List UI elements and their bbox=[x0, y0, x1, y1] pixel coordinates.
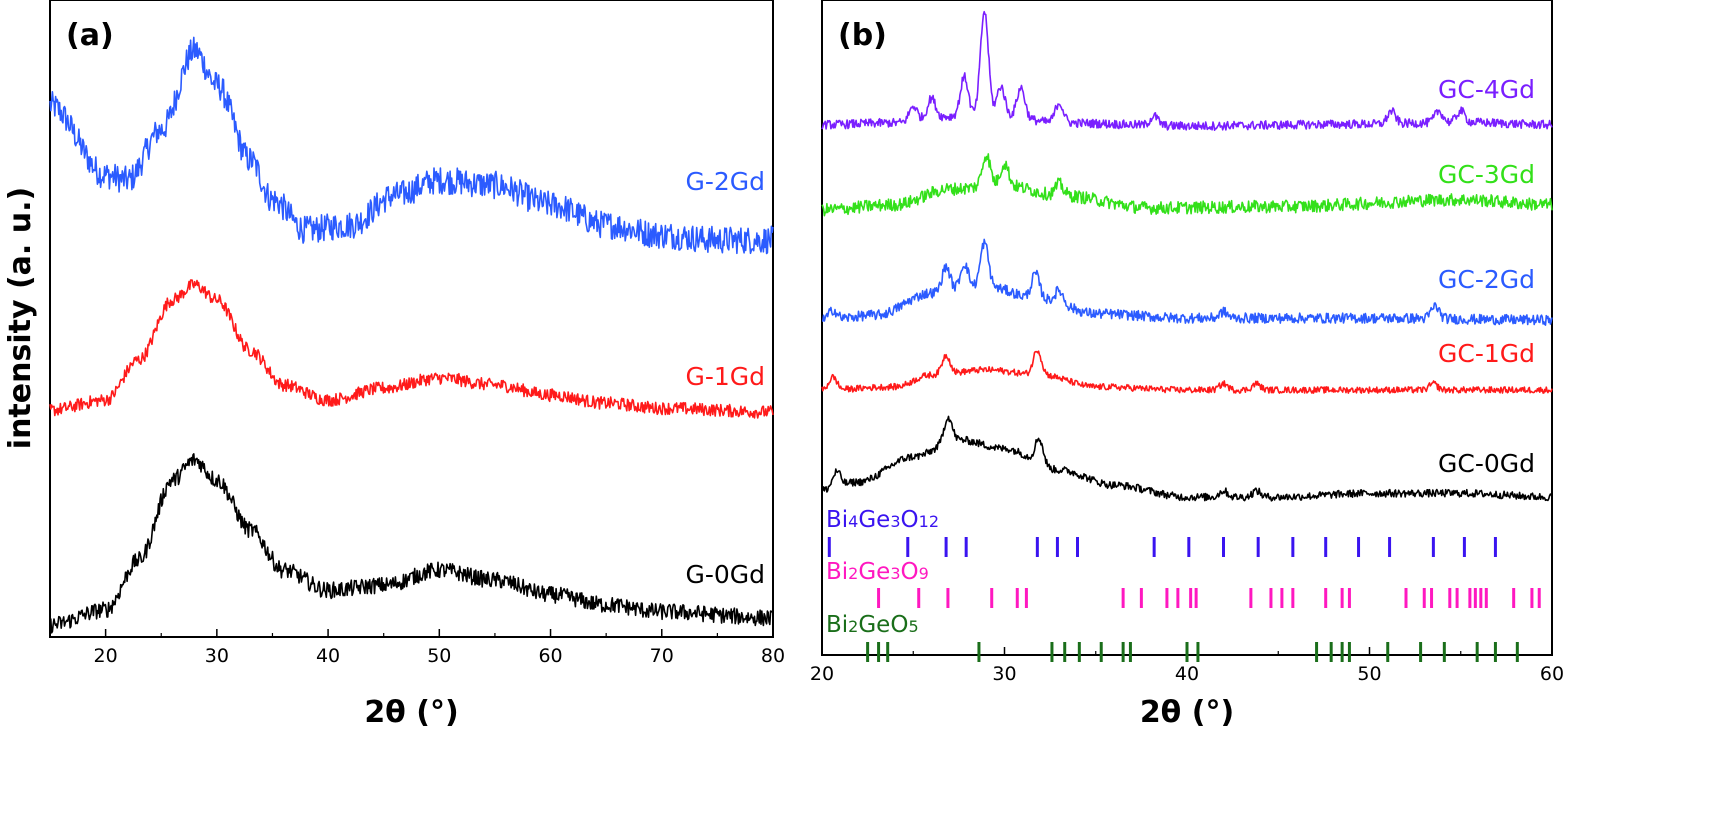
plot-frame bbox=[49, 0, 774, 638]
series-line-g-2gd bbox=[49, 36, 774, 255]
x-tick-label: 40 bbox=[316, 645, 340, 667]
x-tick-label: 20 bbox=[94, 645, 118, 667]
series-line-gc-0gd bbox=[821, 415, 1553, 502]
series-label-gc-0gd: GC-0Gd bbox=[1438, 449, 1535, 478]
reference-label-bi2ge3o9: Bi2Ge3O9 bbox=[826, 559, 929, 585]
series-line-g-1gd bbox=[49, 279, 774, 419]
series-line-gc-4gd bbox=[821, 10, 1553, 131]
series-label-gc-2gd: GC-2Gd bbox=[1438, 265, 1535, 294]
series-label-g-1gd: G-1Gd bbox=[685, 362, 765, 391]
x-tick-label: 80 bbox=[761, 645, 785, 667]
panel-label: (b) bbox=[838, 18, 887, 53]
panel-a: 20 30 40 50 60 70 80 2θ (°) (a) G-2Gd G-1Gd G-0Gd bbox=[49, 0, 785, 730]
x-axis-label: 2θ (°) bbox=[1140, 695, 1234, 730]
series-line-gc-3gd bbox=[821, 153, 1553, 217]
x-tick-label: 60 bbox=[1540, 663, 1564, 685]
series-label-gc-3gd: GC-3Gd bbox=[1438, 160, 1535, 189]
x-tick-label: 60 bbox=[538, 645, 562, 667]
reference-label-bi4ge3o12: Bi4Ge3O12 bbox=[826, 507, 939, 533]
x-tick-label: 70 bbox=[650, 645, 674, 667]
x-tick-label: 30 bbox=[992, 663, 1016, 685]
series-label-g-0gd: G-0Gd bbox=[685, 560, 765, 589]
series-label-g-2gd: G-2Gd bbox=[685, 167, 765, 196]
series-label-gc-4gd: GC-4Gd bbox=[1438, 75, 1535, 104]
x-tick-label: 40 bbox=[1175, 663, 1199, 685]
x-axis-label: 2θ (°) bbox=[364, 695, 458, 730]
x-tick-label: 50 bbox=[427, 645, 451, 667]
reference-label-bi2geo5: Bi2GeO5 bbox=[826, 612, 919, 638]
series-line-gc-2gd bbox=[822, 238, 1553, 326]
y-axis-label: intensity (a. u.) bbox=[3, 187, 38, 449]
panel-label: (a) bbox=[66, 18, 114, 53]
panel-b: 20 30 40 50 60 2θ (°) (b) GC-4Gd GC-3Gd GC-2Gd GC-… bbox=[810, 0, 1564, 730]
x-tick-label: 20 bbox=[810, 663, 834, 685]
x-tick-label: 50 bbox=[1357, 663, 1381, 685]
series-line-gc-1gd bbox=[821, 350, 1553, 394]
x-tick-label: 30 bbox=[205, 645, 229, 667]
series-label-gc-1gd: GC-1Gd bbox=[1438, 339, 1535, 368]
series-line-g-0gd bbox=[49, 453, 774, 634]
